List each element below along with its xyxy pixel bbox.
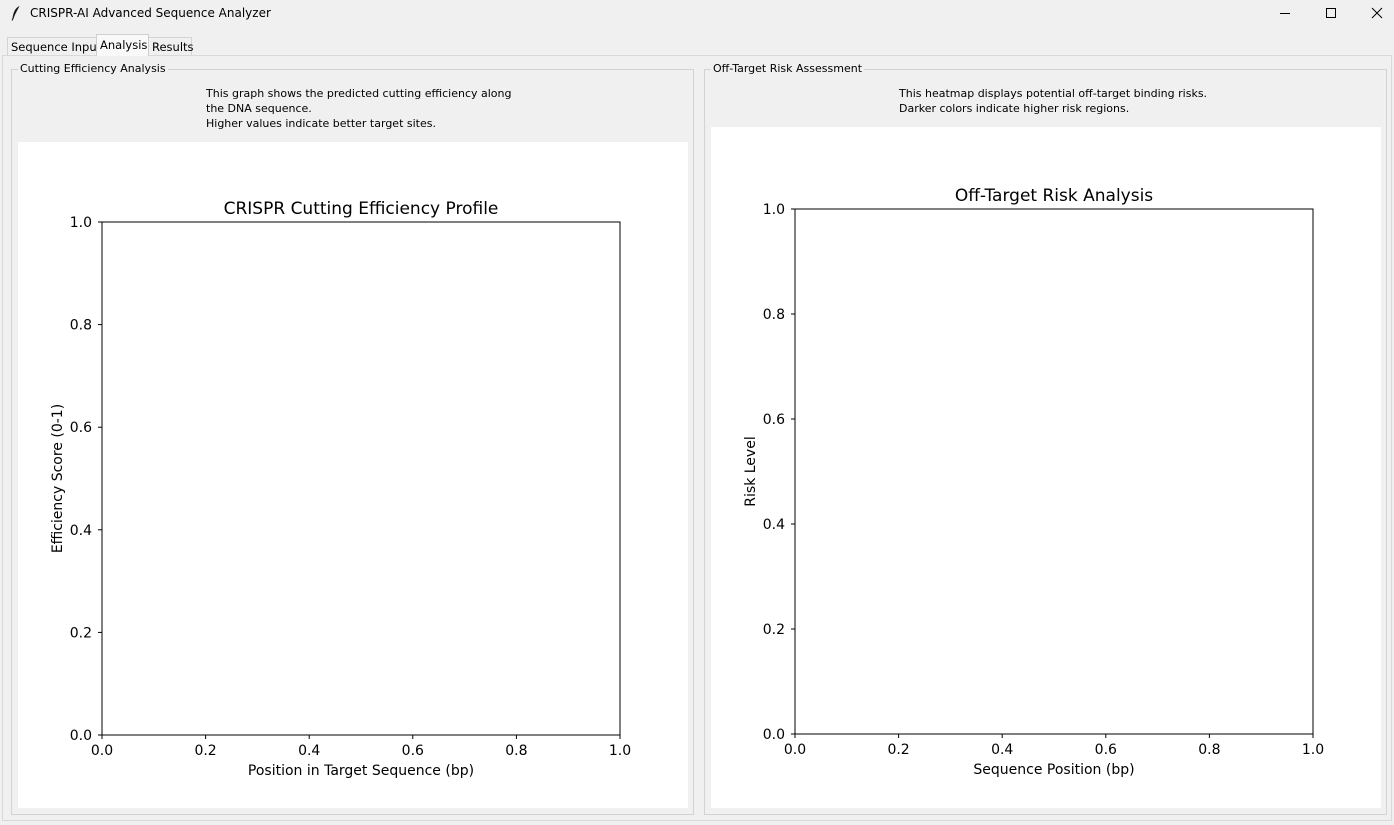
group-label: Cutting Efficiency Analysis	[18, 62, 168, 76]
efficiency-chart-canvas: 0.0 0.2 0.4 0.6 0.8 1.0 0.0 0.2 0.4 0.6 0.8 1.0 CRIS…	[18, 142, 688, 808]
close-icon	[1371, 7, 1383, 19]
efficiency-plot-area	[101, 221, 621, 736]
risk-plot-area	[794, 208, 1314, 735]
risk-x-tick-label: 0.4	[991, 742, 1013, 758]
description-line: the DNA sequence.	[206, 102, 312, 115]
efficiency-x-axis-label: Position in Target Sequence (bp)	[248, 763, 474, 779]
risk-x-axis-label: Sequence Position (bp)	[973, 762, 1134, 778]
efficiency-x-tick-label: 0.6	[402, 743, 424, 759]
close-button[interactable]	[1354, 0, 1394, 26]
efficiency-y-tick-label: 0.2	[70, 625, 92, 641]
tab-label: Analysis	[100, 38, 148, 52]
risk-x-tick-label: 0.0	[784, 742, 806, 758]
cutting-efficiency-group: Cutting Efficiency Analysis This graph s…	[11, 62, 694, 815]
risk-chart-canvas: 0.0 0.2 0.4 0.6 0.8 1.0 0.0 0.2 0.4 0.6 0.8 1.0 Off-…	[711, 127, 1381, 808]
tab-results[interactable]: Results	[148, 37, 194, 55]
efficiency-description: This graph shows the predicted cutting e…	[206, 86, 512, 131]
off-target-risk-group: Off-Target Risk Assessment This heatmap …	[704, 62, 1387, 815]
risk-x-tick-label: 1.0	[1302, 742, 1324, 758]
risk-y-axis-label: Risk Level	[743, 436, 759, 506]
risk-y-tick-label: 1.0	[763, 202, 785, 218]
efficiency-title: CRISPR Cutting Efficiency Profile	[224, 199, 499, 219]
feather-icon	[11, 6, 20, 21]
risk-x-tick-label: 0.2	[887, 742, 909, 758]
efficiency-y-tick-label: 0.0	[70, 728, 92, 744]
risk-chart: 0.0 0.2 0.4 0.6 0.8 1.0 0.0 0.2 0.4 0.6 0.8 1.0 Off-…	[743, 186, 1324, 778]
risk-y-tick-label: 0.4	[763, 517, 785, 533]
minimize-icon	[1280, 13, 1290, 14]
title-bar: CRISPR-AI Advanced Sequence Analyzer	[0, 0, 1394, 26]
efficiency-y-tick-label: 1.0	[70, 215, 92, 231]
risk-y-tick-label: 0.0	[763, 727, 785, 743]
risk-x-tick-label: 0.8	[1198, 742, 1220, 758]
efficiency-y-tick-label: 0.4	[70, 523, 92, 539]
risk-x-tick-label: 0.6	[1095, 742, 1117, 758]
risk-title: Off-Target Risk Analysis	[955, 186, 1153, 206]
efficiency-x-tick-label: 0.0	[91, 743, 113, 759]
risk-description: This heatmap displays potential off-targ…	[899, 86, 1207, 116]
maximize-icon	[1326, 8, 1336, 18]
efficiency-y-tick-label: 0.8	[70, 318, 92, 334]
tab-sequence-input[interactable]: Sequence Input	[7, 37, 101, 55]
efficiency-x-tick-label: 1.0	[609, 743, 631, 759]
tab-analysis[interactable]: Analysis	[96, 34, 149, 56]
tab-label: Results	[152, 40, 194, 54]
efficiency-x-tick-label: 0.4	[298, 743, 320, 759]
window-title: CRISPR-AI Advanced Sequence Analyzer	[30, 6, 271, 20]
maximize-button[interactable]	[1308, 0, 1354, 26]
efficiency-y-tick-label: 0.6	[70, 420, 92, 436]
efficiency-chart: 0.0 0.2 0.4 0.6 0.8 1.0 0.0 0.2 0.4 0.6 0.8 1.0 CRIS…	[50, 199, 631, 779]
tab-label: Sequence Input	[11, 40, 102, 54]
description-line: This heatmap displays potential off-targ…	[899, 87, 1208, 100]
description-line: This graph shows the predicted cutting e…	[206, 87, 512, 100]
risk-y-tick-label: 0.6	[763, 412, 785, 428]
risk-y-tick-label: 0.2	[763, 622, 785, 638]
group-label: Off-Target Risk Assessment	[711, 62, 865, 76]
description-line: Higher values indicate better target sit…	[206, 117, 436, 130]
description-line: Darker colors indicate higher risk regio…	[899, 102, 1130, 115]
efficiency-x-tick-label: 0.8	[505, 743, 527, 759]
tab-bar: Sequence Input Analysis Results	[0, 34, 1394, 56]
risk-y-tick-label: 0.8	[763, 307, 785, 323]
efficiency-x-tick-label: 0.2	[194, 743, 216, 759]
minimize-button[interactable]	[1262, 0, 1308, 26]
efficiency-y-axis-label: Efficiency Score (0-1)	[50, 404, 66, 553]
